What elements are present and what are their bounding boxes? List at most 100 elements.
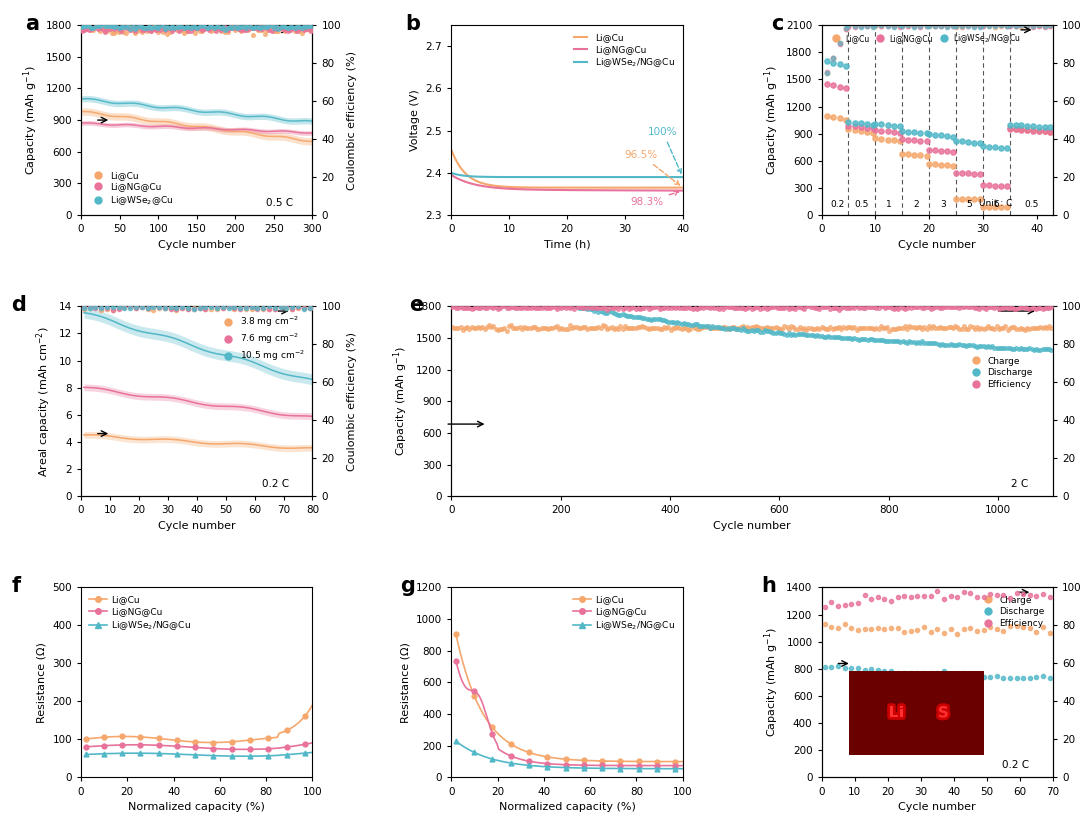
Point [108,22,125,35]
Point [947,19,964,33]
Point [825,110,842,124]
Point [980,339,997,353]
Point [90,22,107,35]
Point [84,22,102,35]
Point [537,301,554,314]
Point [888,334,905,348]
Point [201,21,218,34]
Point [252,23,269,37]
Point [846,332,863,345]
Point [859,334,876,347]
X-axis label: Normalized capacity (%): Normalized capacity (%) [129,802,266,812]
Point [78,23,95,36]
Point [1042,19,1059,33]
Point [302,23,320,37]
Point [233,24,251,38]
Point [500,283,517,296]
Point [163,19,180,33]
Point [960,192,977,206]
Point [528,301,545,314]
Point [179,24,197,38]
Point [669,321,686,334]
Point [1007,119,1024,132]
Point [839,301,856,314]
Point [916,336,933,349]
Point [231,302,248,315]
Point [472,270,489,283]
Point [647,313,664,326]
Point [852,300,869,314]
Point [1041,626,1058,640]
Point [843,300,861,314]
Point [519,288,537,301]
Point [588,301,605,314]
Point [888,323,905,336]
Point [715,321,732,334]
Point [530,323,548,336]
Point [850,301,867,314]
Point [557,302,575,315]
Point [73,23,91,36]
Point [162,302,179,315]
Point [248,302,266,315]
Point [214,21,231,34]
Point [954,19,971,33]
Point [752,321,769,334]
Point [511,302,528,315]
Point [829,599,847,613]
Point [948,339,966,352]
Point [256,21,273,34]
Point [848,300,865,314]
Point [535,292,552,305]
Point [279,23,296,36]
Point [882,621,900,635]
Point [468,321,485,334]
Point [502,319,519,332]
Point [651,303,669,316]
Point [705,321,723,334]
Point [154,20,172,33]
Point [813,301,831,314]
Point [879,125,896,138]
Point [244,28,261,42]
Point [747,324,765,337]
Point [975,301,993,314]
Point [967,302,984,315]
Point [879,300,896,314]
Point [143,24,160,38]
Point [461,265,478,278]
Point [975,590,993,604]
Point [476,322,494,335]
Point [701,322,718,335]
Point [210,21,227,34]
Point [961,621,978,635]
Point [104,303,121,317]
Point [110,23,127,36]
Point [447,321,464,334]
Point [266,303,283,316]
Point [189,22,206,35]
Point [863,663,880,676]
Point [786,322,804,335]
Point [262,18,280,32]
Point [244,22,261,35]
Text: 5: 5 [967,200,972,209]
Point [507,302,524,315]
Point [1036,301,1053,314]
Point [116,300,133,314]
Point [807,302,824,315]
Point [1003,320,1021,334]
Point [100,22,118,35]
Point [856,663,874,676]
Point [974,179,991,192]
Point [465,322,483,335]
Point [592,321,609,334]
Point [891,135,908,148]
Point [818,301,835,314]
Point [874,321,891,334]
Point [920,319,937,333]
Point [106,21,123,34]
Point [205,21,222,34]
Point [203,19,220,33]
Text: Unit : C: Unit : C [978,199,1012,207]
